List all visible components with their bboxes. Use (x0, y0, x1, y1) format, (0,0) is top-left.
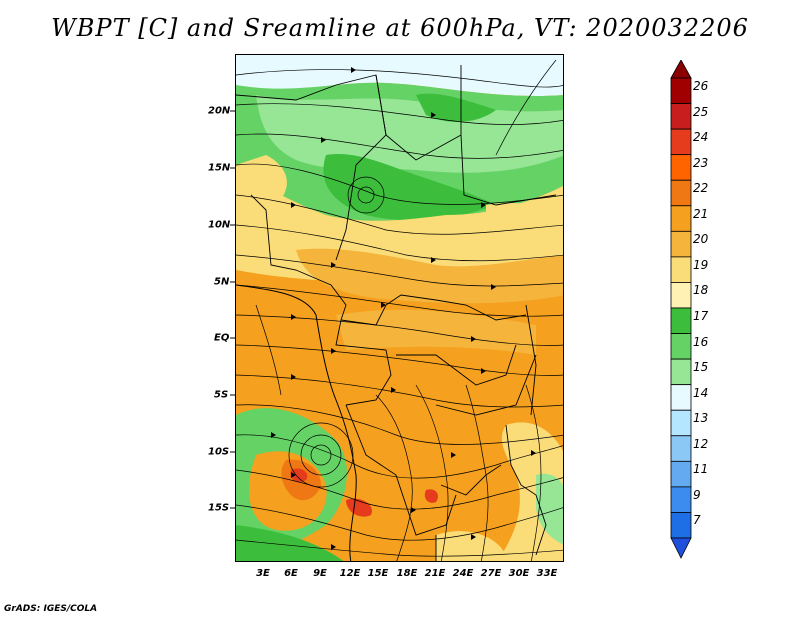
colorbar-top-arrow (670, 60, 692, 79)
colorbar-swatch (670, 409, 692, 437)
lon-label-12e: 12E (339, 568, 361, 579)
lon-label-18e: 18E (396, 568, 418, 579)
colorbar-level-label: 19 (693, 257, 709, 272)
colorbar-level-label: 16 (693, 334, 709, 349)
colorbar-swatch (670, 384, 692, 411)
colorbar-level-label: 7 (693, 513, 701, 528)
lat-label-15n: 15N (208, 162, 231, 174)
lon-label-15e: 15E (367, 568, 389, 579)
colorbar-level-label: 17 (693, 309, 709, 323)
colorbar-swatch (670, 435, 692, 462)
colorbar-swatch (670, 460, 692, 488)
lat-label-5s: 5S (214, 389, 229, 401)
lat-label-10s: 10S (208, 446, 230, 458)
colorbar-level-label: 23 (693, 155, 709, 170)
colorbar-level-label: 11 (693, 462, 709, 477)
lon-label-6e: 6E (284, 568, 298, 579)
colorbar-swatch (670, 333, 692, 360)
colorbar-bottom-arrow (670, 537, 692, 559)
colorbar-level-label: 22 (693, 181, 709, 196)
lon-label-9e: 9E (313, 568, 327, 579)
colorbar-swatch (670, 103, 692, 130)
colorbar-level-label: 9 (693, 487, 701, 502)
lat-label-20n: 20N (208, 105, 231, 117)
colorbar-swatch (670, 128, 692, 156)
lon-label-3e: 3E (256, 568, 270, 579)
colorbar-level-label: 13 (693, 411, 709, 426)
colorbar-level-label: 26 (693, 79, 709, 93)
lon-label-30e: 30E (508, 568, 530, 579)
lat-label-10n: 10N (208, 219, 231, 231)
colorbar-swatch (670, 358, 692, 386)
colorbar-swatch (670, 282, 692, 309)
colorbar-level-label: 15 (693, 360, 709, 375)
colorbar-swatch (670, 179, 692, 207)
colorbar-level-label: 25 (693, 104, 709, 119)
lat-label-5n: 5N (214, 276, 230, 288)
colorbar-swatch (670, 230, 692, 258)
lat-label-15s: 15S (208, 502, 230, 514)
colorbar-swatch (670, 512, 692, 539)
lon-label-21e: 21E (424, 568, 446, 579)
wbpt-field (236, 55, 563, 561)
colorbar-level-label: 20 (693, 232, 709, 247)
colorbar-level-label: 12 (693, 436, 709, 451)
colorbar-swatch (670, 154, 692, 181)
colorbar-level-label: 14 (693, 385, 709, 400)
lon-label-27e: 27E (480, 568, 502, 579)
lon-label-33e: 33E (536, 568, 558, 579)
colorbar-swatch (670, 205, 692, 232)
footer-credit: GrADS: IGES/COLA (4, 604, 98, 614)
map-panel (235, 54, 564, 562)
colorbar (670, 60, 692, 559)
colorbar-swatch (670, 486, 692, 513)
colorbar-swatch (670, 77, 692, 104)
colorbar-level-label: 21 (693, 206, 709, 221)
colorbar-swatch (670, 307, 692, 334)
colorbar-swatch (670, 256, 692, 283)
colorbar-level-label: 18 (693, 283, 709, 298)
lat-label-eq: EQ (214, 332, 230, 344)
chart-title: WBPT [C] and Sreamline at 600hPa, VT: 20… (51, 14, 749, 42)
lat-ticks (230, 110, 236, 509)
lon-label-24e: 24E (452, 568, 474, 579)
colorbar-level-label: 24 (693, 130, 709, 145)
